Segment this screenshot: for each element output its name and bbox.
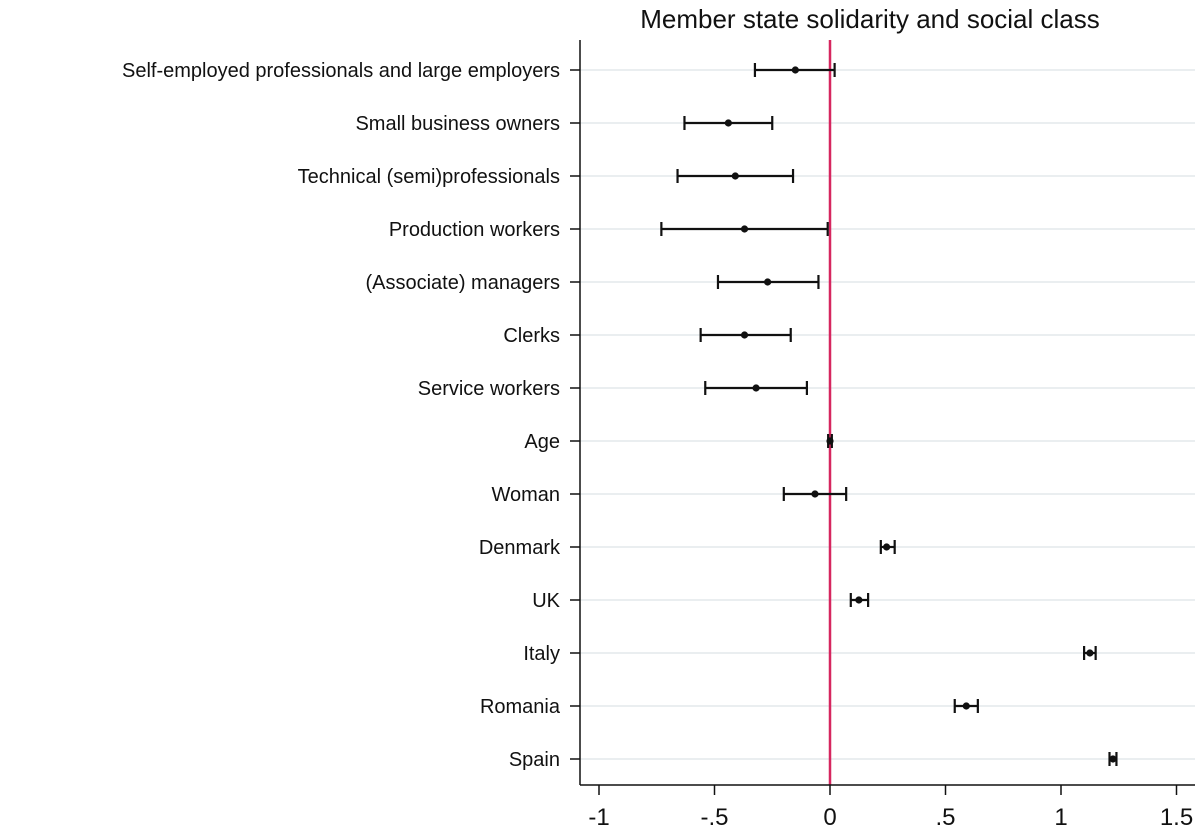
x-tick-label: -1: [588, 804, 609, 831]
x-tick-label: .5: [935, 804, 955, 831]
y-tick-label: Self-employed professionals and large em…: [122, 60, 560, 82]
y-tick-label: Small business owners: [355, 113, 560, 135]
x-axis: -1 -.5 0 .5 1 1.5: [579, 40, 1195, 831]
y-tick-label: Service workers: [418, 378, 560, 400]
y-tick-label: (Associate) managers: [365, 272, 560, 294]
y-tick-label: Italy: [523, 643, 560, 665]
y-tick-label: Technical (semi)professionals: [298, 166, 560, 188]
point-estimate: [855, 596, 863, 604]
point-estimate: [1109, 755, 1117, 763]
point-estimate: [882, 543, 891, 551]
y-axis-labels: Self-employed professionals and large em…: [122, 60, 580, 771]
point-estimate: [826, 437, 834, 445]
y-tick-label: Romania: [480, 696, 561, 718]
point-estimate: [811, 490, 819, 498]
point-estimate: [764, 278, 772, 286]
coefficient-marks: [660, 63, 1118, 766]
point-estimate: [731, 172, 739, 180]
x-tick-label: -.5: [700, 804, 728, 831]
y-tick-label: Denmark: [479, 537, 561, 559]
x-tick-label: 1: [1054, 804, 1067, 831]
chart-title: Member state solidarity and social class: [640, 4, 1100, 34]
point-estimate: [1086, 649, 1094, 657]
point-estimate: [752, 384, 760, 392]
point-estimate: [791, 66, 799, 74]
y-tick-label: Woman: [491, 484, 560, 506]
x-tick-label: 1.5: [1160, 804, 1193, 831]
point-estimate: [740, 331, 749, 339]
point-estimate: [740, 225, 749, 233]
y-tick-label: Production workers: [389, 219, 560, 241]
point-estimate: [724, 119, 732, 127]
y-tick-label: Spain: [509, 749, 560, 771]
gridlines: [580, 69, 1195, 760]
y-tick-label: UK: [532, 590, 560, 612]
y-tick-label: Clerks: [503, 325, 560, 347]
x-tick-label: 0: [823, 804, 836, 831]
point-estimate: [962, 702, 970, 710]
y-tick-label: Age: [524, 431, 560, 453]
